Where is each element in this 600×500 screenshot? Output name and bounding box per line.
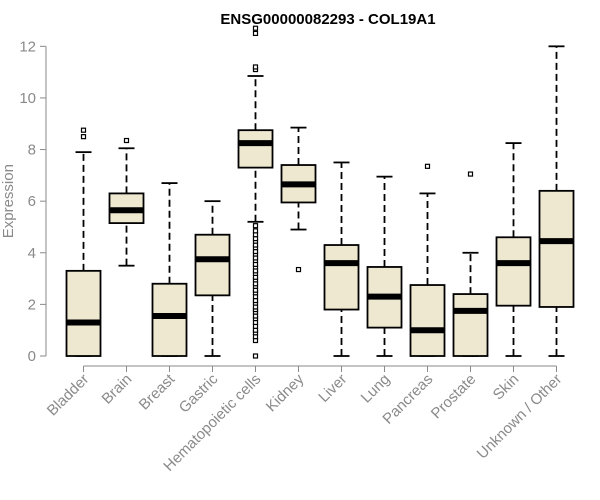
box-iqr xyxy=(409,284,446,357)
box-group xyxy=(323,161,360,357)
x-tick-label: Prostate xyxy=(428,371,480,423)
box-group xyxy=(366,175,403,357)
boxes-layer xyxy=(65,25,575,359)
outlier-point xyxy=(80,134,87,140)
y-tick-label: 0 xyxy=(28,348,36,365)
box-group xyxy=(65,127,102,357)
y-tick-label: 6 xyxy=(28,193,36,210)
y-tick-label: 8 xyxy=(28,142,36,159)
y-tick-label: 10 xyxy=(19,90,36,107)
outlier-point xyxy=(252,64,259,70)
y-axis-label: Expression xyxy=(0,164,17,238)
x-tick-label: Liver xyxy=(315,371,350,406)
outlier-point xyxy=(467,171,474,177)
x-tick-label: Brain xyxy=(99,371,136,408)
box-group xyxy=(108,137,145,267)
box-iqr xyxy=(65,269,102,357)
x-tick-label: Breast xyxy=(136,370,179,413)
box-group xyxy=(237,25,274,359)
box-group xyxy=(151,182,188,357)
box-iqr xyxy=(452,293,489,357)
box-iqr xyxy=(495,236,532,307)
chart-title: ENSG00000082293 - COL19A1 xyxy=(220,11,435,28)
box-group xyxy=(194,200,231,357)
outlier-point xyxy=(424,163,431,169)
box-group xyxy=(409,163,446,357)
box-iqr xyxy=(151,282,188,357)
y-axis: 0 2 4 6 8 10 12 xyxy=(19,38,47,365)
outlier-point xyxy=(252,25,259,31)
outlier-point xyxy=(252,223,259,229)
outlier-point xyxy=(252,228,259,234)
outlier-point xyxy=(295,266,302,273)
box-group xyxy=(452,171,489,357)
x-tick-label: Skin xyxy=(490,371,523,404)
y-tick-label: 12 xyxy=(19,38,36,55)
box-group xyxy=(538,45,575,357)
x-tick-label: Kidney xyxy=(263,370,308,415)
outlier-point xyxy=(123,137,130,144)
outlier-point xyxy=(252,353,259,359)
box-iqr xyxy=(194,233,231,297)
x-tick-label: Lung xyxy=(358,371,394,407)
outlier-point xyxy=(80,127,87,133)
outlier-point xyxy=(252,30,259,37)
box-iqr xyxy=(538,189,575,308)
box-group xyxy=(495,142,532,357)
box-iqr xyxy=(323,244,360,311)
y-tick-label: 2 xyxy=(28,296,36,313)
y-tick-label: 4 xyxy=(28,245,36,262)
box-iqr xyxy=(237,129,274,169)
x-tick-label: Bladder xyxy=(44,371,93,420)
box-group xyxy=(280,126,317,273)
